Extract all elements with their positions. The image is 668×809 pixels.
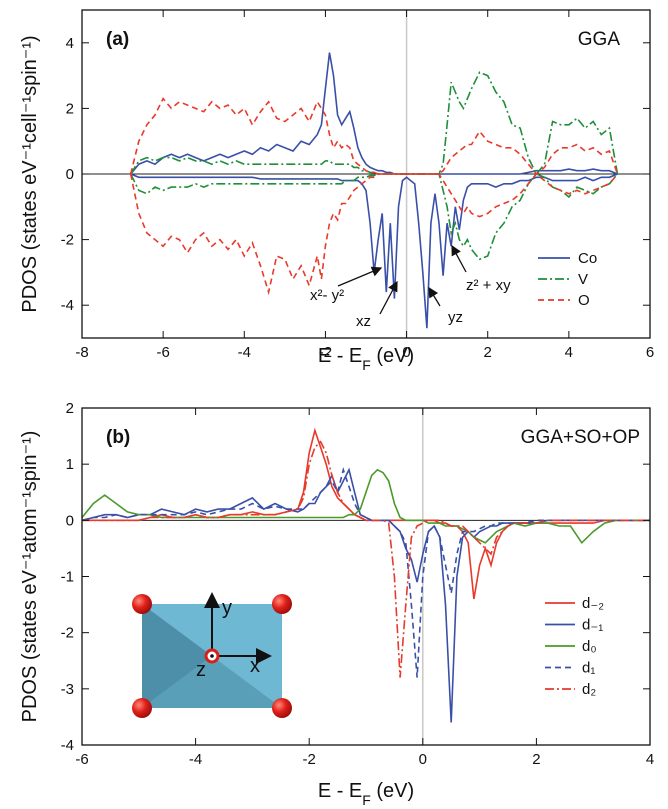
x-tick-label: 0: [419, 751, 427, 768]
x-axis-label: E - EF (eV): [318, 780, 414, 808]
x-axis-label-part: (eV): [371, 345, 414, 367]
pdos-line: [82, 468, 650, 545]
x-tick-label: -2: [319, 344, 332, 361]
y-tick-label: -2: [61, 625, 74, 642]
annotation: xz: [356, 313, 371, 330]
y-axis-label: PDOS (states eV⁻¹cell⁻¹spin⁻¹): [19, 35, 41, 312]
atom: [132, 698, 152, 718]
x-axis-label-part: (eV): [371, 780, 414, 802]
pdos-line: [129, 173, 619, 261]
y-tick-label: -1: [61, 569, 74, 586]
x-tick-label: 4: [565, 344, 573, 361]
panel: -8 -6 -4 -2 0 6 2 4 -4 -2 0 2 4 E - EF (eV) PDOS (stat…: [19, 9, 654, 373]
y-tick-label: 2: [66, 100, 74, 117]
method-label: GGA+SO+OP: [521, 427, 640, 448]
legend-label: d₂: [582, 681, 596, 698]
y-tick-label: -4: [61, 297, 74, 314]
panel-label: (b): [106, 427, 130, 448]
annotation-arrow: [428, 286, 441, 307]
x-tick-label: -6: [75, 751, 88, 768]
x-tick-label: -6: [156, 344, 169, 361]
legend-label: d₀: [582, 638, 597, 655]
x-tick-label: 6: [646, 344, 654, 361]
x-tick-label: 2: [484, 344, 492, 361]
pdos-line: [82, 440, 650, 678]
method-label: GGA: [578, 29, 621, 50]
panel-label: (a): [106, 29, 129, 50]
x-axis-label-part: F: [362, 357, 371, 373]
inset-diagram: y x z: [132, 592, 292, 718]
annotation-arrow: [451, 244, 467, 273]
y-tick-label: -3: [61, 681, 74, 698]
annotation: yz: [448, 309, 463, 326]
y-tick-label: 0: [66, 512, 74, 529]
x-axis-label-part: E - E: [318, 345, 362, 367]
y-axis-label: PDOS (states eV⁻¹atom⁻¹spin⁻¹): [19, 431, 41, 723]
y-tick-label: 0: [66, 166, 74, 183]
inset-label: x: [250, 655, 260, 677]
annotation-arrow: [379, 280, 398, 315]
x-tick-label: -4: [189, 751, 202, 768]
inset-face: [142, 604, 212, 708]
legend-label: Co: [578, 250, 597, 267]
pdos-line: [82, 427, 650, 600]
atom: [272, 594, 292, 614]
x-tick-label: -2: [303, 751, 316, 768]
annotation-arrow: [337, 266, 383, 287]
x-tick-label: 0: [402, 344, 410, 361]
x-axis-label: E - EF (eV): [318, 345, 414, 373]
pdos-line: [130, 52, 618, 175]
x-tick-label: -4: [238, 344, 251, 361]
legend-label: d₋₂: [582, 595, 604, 612]
plot-area: [82, 427, 650, 723]
pdos-line: [130, 71, 619, 176]
x-tick-label: 4: [646, 751, 654, 768]
inset-label: z: [196, 659, 206, 681]
legend-label: d₁: [582, 660, 595, 677]
x-axis-label-part: E - E: [318, 780, 362, 802]
pdos-line: [129, 97, 619, 176]
atom: [272, 698, 292, 718]
y-tick-label: -2: [61, 232, 74, 249]
y-tick-label: 4: [66, 35, 74, 52]
pdos-line: [129, 172, 619, 296]
annotation: z² + xy: [466, 277, 511, 294]
x-tick-label: 2: [532, 751, 540, 768]
plot-area: [129, 52, 619, 329]
y-tick-label: 1: [66, 456, 74, 473]
z-axis-dot: [210, 654, 214, 658]
x-tick-label: -8: [75, 344, 88, 361]
pdos-line: [130, 173, 618, 329]
x-axis-label-part: F: [362, 792, 371, 808]
inset-label: y: [222, 597, 232, 619]
inset-face: [142, 656, 282, 708]
legend-label: d₋₁: [582, 617, 603, 634]
atom: [132, 594, 152, 614]
legend-label: O: [578, 292, 590, 309]
y-tick-label: -4: [61, 737, 74, 754]
y-tick-label: 2: [66, 400, 74, 417]
legend-label: V: [578, 271, 588, 288]
annotation: x²- y²: [310, 287, 344, 304]
